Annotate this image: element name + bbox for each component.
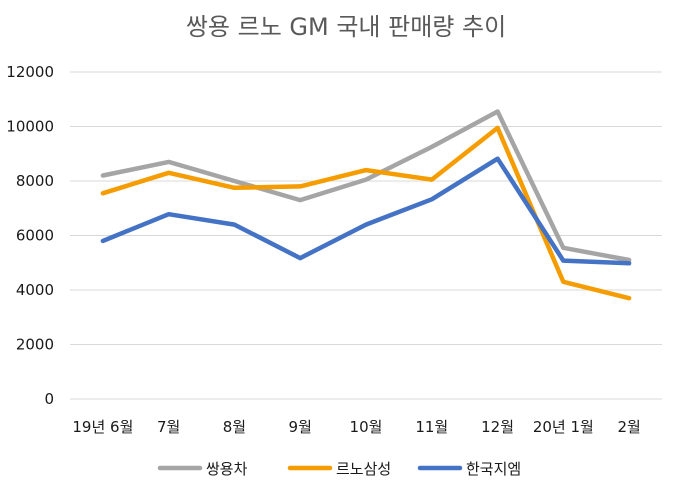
x-tick-label: 19년 6월 bbox=[72, 418, 133, 436]
x-tick-label: 10월 bbox=[350, 418, 383, 436]
x-tick-label: 20년 1월 bbox=[533, 418, 594, 436]
x-axis-ticks: 19년 6월 7월 8월 9월 10월 11월 12월 20년 1월 2월 bbox=[72, 418, 640, 436]
y-tick-label: 2000 bbox=[16, 336, 54, 354]
series-line-3 bbox=[100, 156, 632, 266]
y-tick-label: 6000 bbox=[16, 227, 54, 245]
y-tick-label: 10000 bbox=[6, 118, 54, 136]
x-tick-label: 8월 bbox=[223, 418, 246, 436]
x-tick-label: 11월 bbox=[415, 418, 448, 436]
x-tick-label: 9월 bbox=[289, 418, 312, 436]
legend: 쌍용차 르노삼성 한국지엠 bbox=[157, 460, 521, 478]
series-line-2 bbox=[100, 125, 632, 301]
y-tick-label: 4000 bbox=[16, 281, 54, 299]
legend-label: 한국지엠 bbox=[466, 460, 521, 478]
chart-title: 쌍용 르노 GM 국내 판매량 추이 bbox=[186, 13, 506, 41]
y-tick-label: 8000 bbox=[16, 172, 54, 190]
x-tick-label: 12월 bbox=[481, 418, 514, 436]
y-tick-label: 0 bbox=[44, 390, 54, 408]
y-tick-label: 12000 bbox=[6, 63, 54, 81]
series-line-1 bbox=[100, 109, 632, 263]
x-tick-label: 2월 bbox=[617, 418, 640, 436]
gridlines bbox=[70, 71, 662, 400]
x-tick-label: 7월 bbox=[157, 418, 180, 436]
y-axis-ticks: 0 2000 4000 6000 8000 10000 12000 bbox=[6, 63, 54, 408]
series-lines bbox=[100, 109, 632, 301]
legend-label: 쌍용차 bbox=[206, 460, 248, 478]
legend-label: 르노삼성 bbox=[336, 460, 391, 478]
